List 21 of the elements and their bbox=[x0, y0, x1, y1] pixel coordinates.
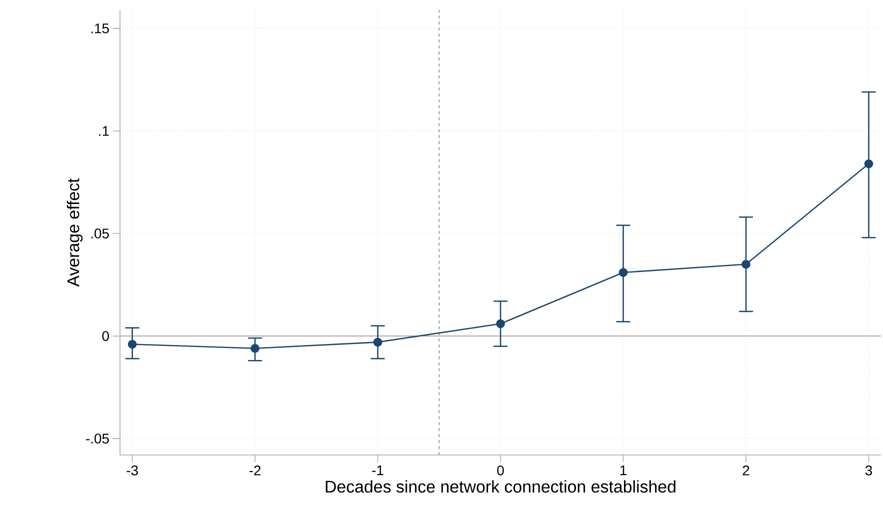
point bbox=[128, 340, 137, 349]
x-tick-label: 0 bbox=[497, 465, 504, 476]
y-tick-label: .05 bbox=[91, 228, 109, 238]
point bbox=[373, 338, 382, 347]
point bbox=[618, 268, 628, 277]
x-tick-label: -2 bbox=[249, 465, 261, 476]
x-tick-label: -1 bbox=[372, 466, 384, 476]
x-tick-label: -3 bbox=[126, 465, 138, 476]
y-tick-label: .1 bbox=[99, 126, 109, 136]
point bbox=[742, 260, 750, 269]
x-tick-label: 1 bbox=[620, 466, 626, 476]
point bbox=[864, 159, 874, 168]
x-tick-label: 3 bbox=[865, 465, 872, 476]
y-tick-label: .15 bbox=[91, 24, 109, 34]
x-tick-label: 2 bbox=[742, 465, 750, 476]
x-axis-title: Decades since network connection established bbox=[326, 480, 676, 493]
y-tick-label: 0 bbox=[102, 331, 109, 341]
point bbox=[250, 344, 260, 353]
point bbox=[496, 319, 505, 328]
y-axis-title: Average effect bbox=[66, 178, 83, 287]
y-tick-label: -.05 bbox=[86, 434, 109, 444]
